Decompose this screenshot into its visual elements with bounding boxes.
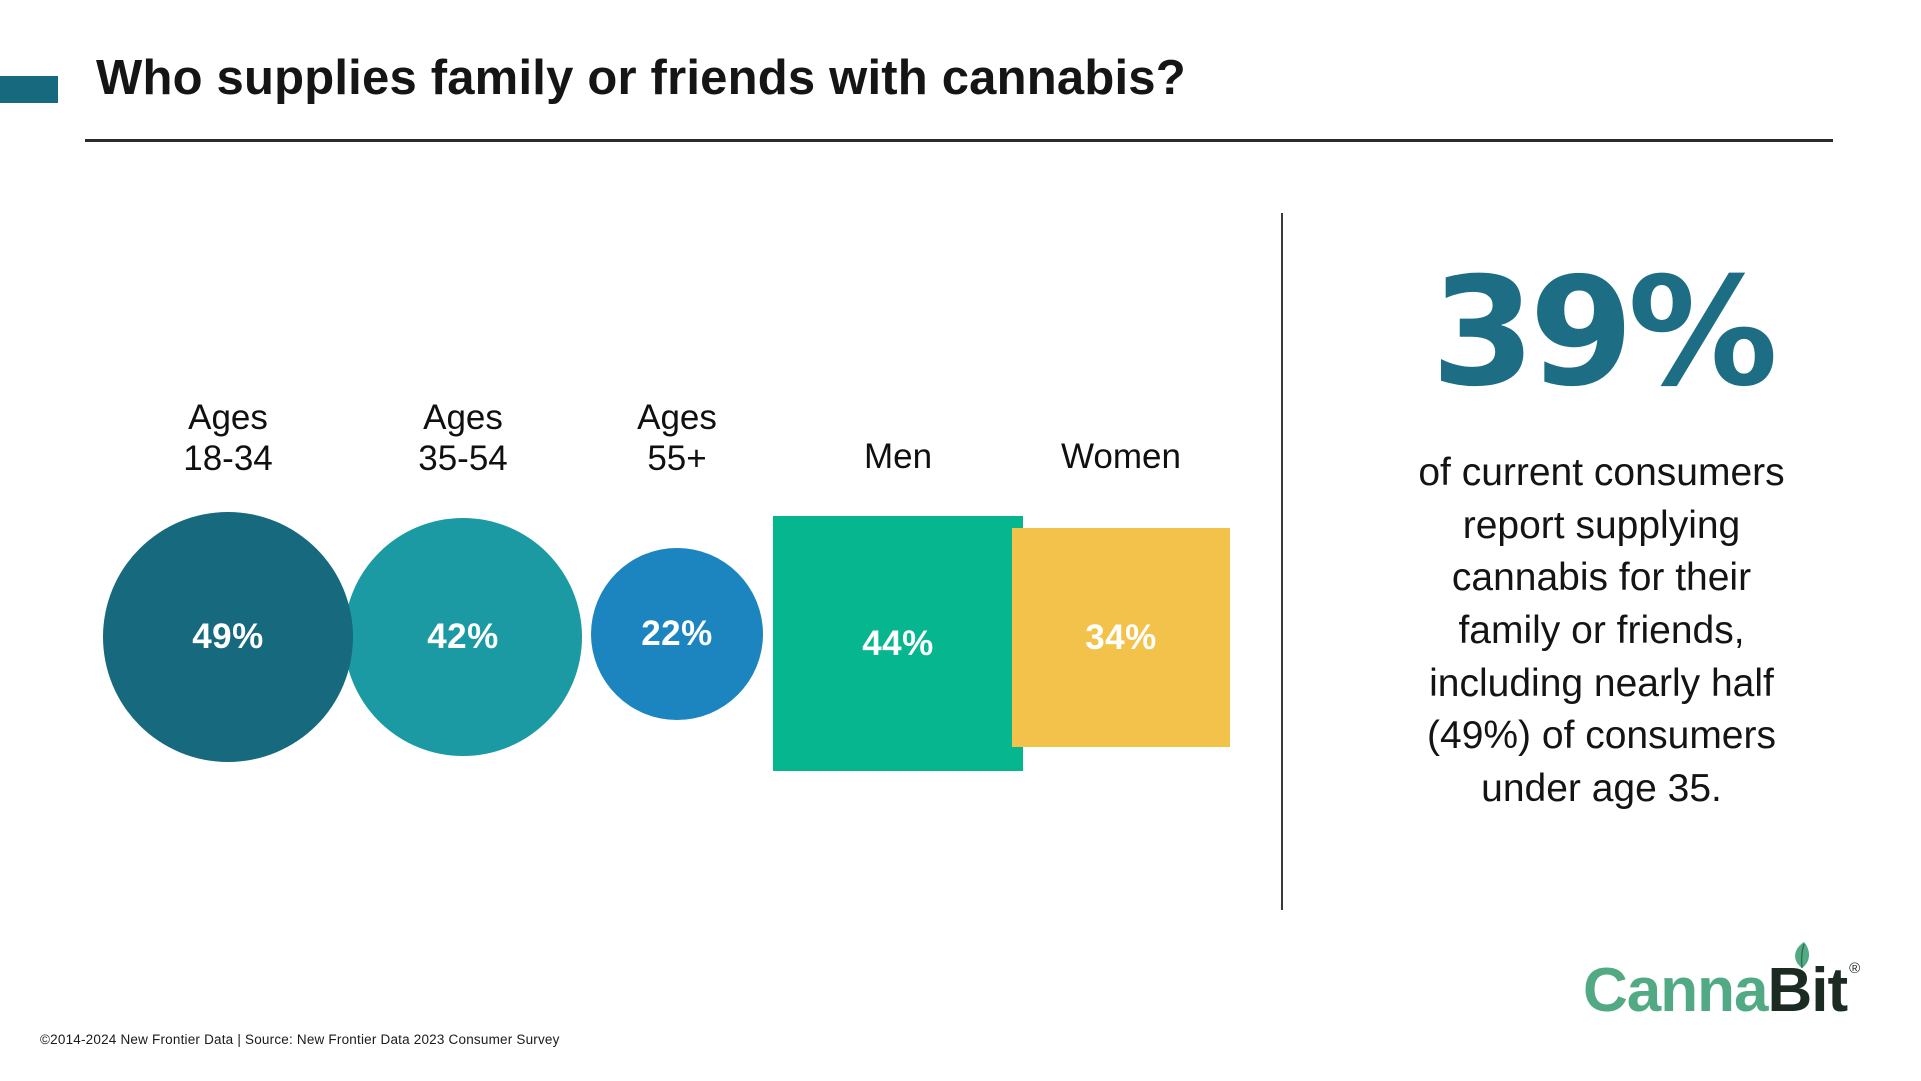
bubble-ages-35-54: 42% [344,518,582,756]
desc-line: report supplying [1462,503,1741,547]
label-line: Ages [188,398,268,437]
highlight-description: of current consumers report supplying ca… [1282,447,1921,815]
label-line: 55+ [647,438,707,478]
label-ages-35-54: Ages 35-54 [343,398,583,480]
square-women: 34% [1012,528,1230,747]
logo-text-canna: Canna [1583,956,1768,1025]
desc-line: cannabis for their [1451,556,1752,600]
label-women: Women [1001,437,1241,478]
cannabit-logo: CannaBit ® [1583,942,1861,1035]
desc-line: including nearly half [1429,661,1774,705]
title-underline [85,139,1833,142]
page-title: Who supplies family or friends with cann… [96,51,1186,105]
label-line: Men [863,437,933,476]
value-label: 44% [862,623,934,663]
registered-mark: ® [1849,960,1861,977]
label-line: 18-34 [183,438,273,478]
square-men: 44% [773,516,1023,771]
desc-line: (49%) of consumers [1427,714,1776,758]
label-line: 35-54 [418,438,508,478]
source-note: ©2014-2024 New Frontier Data | Source: N… [40,1032,560,1047]
value-label: 34% [1085,617,1157,657]
highlight-stat: 39% [1430,246,1778,420]
logo-text-bit: Bit [1767,956,1848,1025]
leaf-icon [1795,942,1810,969]
value-label: 42% [427,617,499,656]
label-ages-55plus: Ages 55+ [557,398,797,480]
value-label: 22% [641,614,713,653]
desc-line: family or friends, [1458,608,1745,652]
title-accent-bar [0,76,58,103]
bubble-ages-18-34: 49% [103,512,353,762]
value-label: 49% [192,617,264,656]
desc-line: of current consumers [1418,451,1785,494]
label-line: Ages [423,398,503,437]
label-line: Women [1061,437,1181,476]
vertical-divider [1281,213,1283,910]
label-line: Ages [637,398,717,437]
label-men: Men [778,437,1018,478]
label-ages-18-34: Ages 18-34 [108,398,348,480]
bubble-ages-55plus: 22% [591,548,763,720]
desc-line: under age 35. [1481,766,1722,810]
